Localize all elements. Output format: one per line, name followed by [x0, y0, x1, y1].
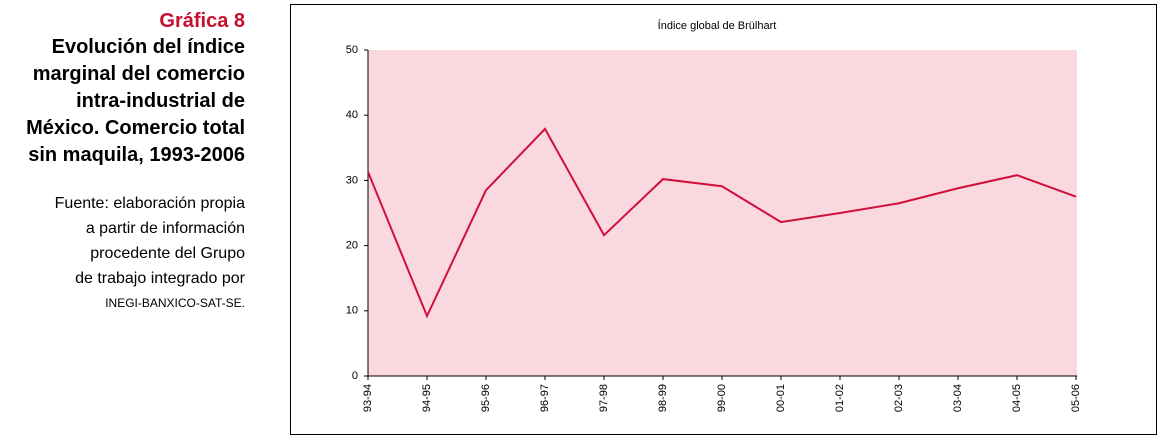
source-line: procedente del Grupo — [90, 245, 245, 262]
x-tick-label: 97-98 — [598, 384, 610, 412]
y-tick-label: 0 — [352, 370, 358, 382]
figure-label: Gráfica 8 — [159, 10, 245, 32]
y-tick-label: 30 — [346, 174, 358, 186]
source-line: Fuente: elaboración propia — [54, 195, 245, 212]
x-tick-label: 04-05 — [1011, 384, 1023, 412]
source-line: a partir de información — [85, 220, 245, 237]
x-tick-label: 02-03 — [893, 384, 905, 412]
x-tick-label: 00-01 — [775, 384, 787, 412]
x-tick-label: 95-96 — [480, 384, 492, 412]
x-tick-label: 01-02 — [834, 384, 846, 412]
y-tick-label: 20 — [346, 240, 358, 252]
side-panel: Gráfica 8 Evolución del índice marginal d… — [0, 8, 245, 316]
data-line — [367, 127, 1077, 319]
title-line: sin maquila, 1993-2006 — [28, 144, 245, 166]
title-line: marginal del comercio — [32, 63, 245, 85]
source-line: de trabajo integrado por — [75, 270, 245, 287]
y-tick-label: 40 — [346, 109, 358, 121]
figure-title: Evolución del índice marginal del comerci… — [0, 34, 245, 169]
x-tick-label: 94-95 — [421, 384, 433, 412]
chart-title: Índice global de Brülhart — [658, 19, 777, 32]
x-tick-label: 96-97 — [539, 384, 551, 412]
source-line: INEGI-BANXICO-SAT-SE. — [105, 296, 245, 310]
title-line: intra-industrial de — [76, 90, 245, 112]
x-tick-label: 99-00 — [716, 384, 728, 412]
x-tick-label: 98-99 — [657, 384, 669, 412]
plot-background — [368, 50, 1077, 376]
title-line: Evolución del índice — [51, 36, 245, 58]
x-tick-label: 03-04 — [952, 384, 964, 412]
title-line: México. Comercio total — [26, 117, 245, 139]
x-tick-label: 05-06 — [1070, 384, 1082, 412]
figure-source: Fuente: elaboración propia a partir de in… — [0, 191, 245, 316]
x-tick-label: 93-94 — [362, 384, 374, 412]
y-tick-label: 10 — [346, 305, 358, 317]
chart-frame — [290, 4, 1157, 435]
y-tick-label: 50 — [346, 44, 358, 56]
